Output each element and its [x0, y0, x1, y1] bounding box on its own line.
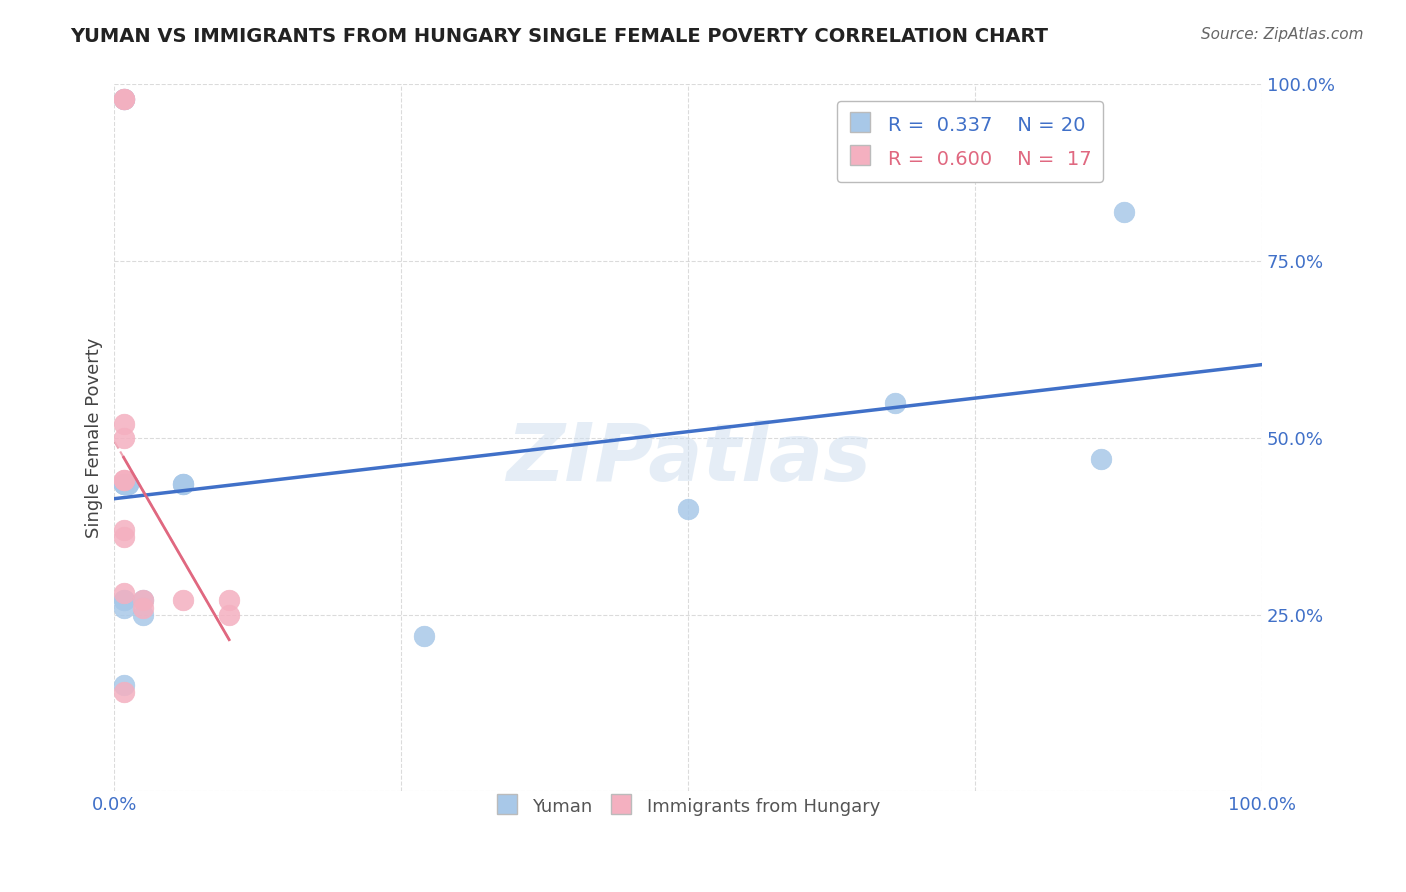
- Point: [132, 593, 155, 607]
- Point: [1114, 204, 1136, 219]
- Text: ZIPatlas: ZIPatlas: [506, 420, 870, 498]
- Point: [112, 678, 135, 692]
- Point: [413, 629, 436, 643]
- Point: [112, 431, 135, 445]
- Point: [112, 586, 135, 600]
- Point: [112, 92, 135, 106]
- Point: [112, 593, 135, 607]
- Point: [112, 92, 135, 106]
- Point: [112, 593, 135, 607]
- Point: [112, 685, 135, 699]
- Point: [112, 600, 135, 615]
- Point: [132, 593, 155, 607]
- Point: [218, 593, 240, 607]
- Point: [112, 473, 135, 487]
- Text: Source: ZipAtlas.com: Source: ZipAtlas.com: [1201, 27, 1364, 42]
- Point: [112, 476, 135, 491]
- Point: [1090, 452, 1112, 467]
- Point: [172, 476, 194, 491]
- Point: [117, 476, 139, 491]
- Point: [112, 476, 135, 491]
- Point: [218, 607, 240, 622]
- Point: [112, 92, 135, 106]
- Legend: Yuman, Immigrants from Hungary: Yuman, Immigrants from Hungary: [489, 789, 887, 825]
- Point: [112, 523, 135, 537]
- Point: [112, 92, 135, 106]
- Point: [172, 593, 194, 607]
- Point: [883, 395, 905, 409]
- Point: [676, 501, 699, 516]
- Point: [132, 600, 155, 615]
- Text: YUMAN VS IMMIGRANTS FROM HUNGARY SINGLE FEMALE POVERTY CORRELATION CHART: YUMAN VS IMMIGRANTS FROM HUNGARY SINGLE …: [70, 27, 1049, 45]
- Point: [112, 473, 135, 487]
- Point: [112, 476, 135, 491]
- Point: [112, 530, 135, 544]
- Point: [132, 607, 155, 622]
- Point: [172, 476, 194, 491]
- Y-axis label: Single Female Poverty: Single Female Poverty: [86, 338, 103, 538]
- Point: [112, 417, 135, 431]
- Point: [117, 476, 139, 491]
